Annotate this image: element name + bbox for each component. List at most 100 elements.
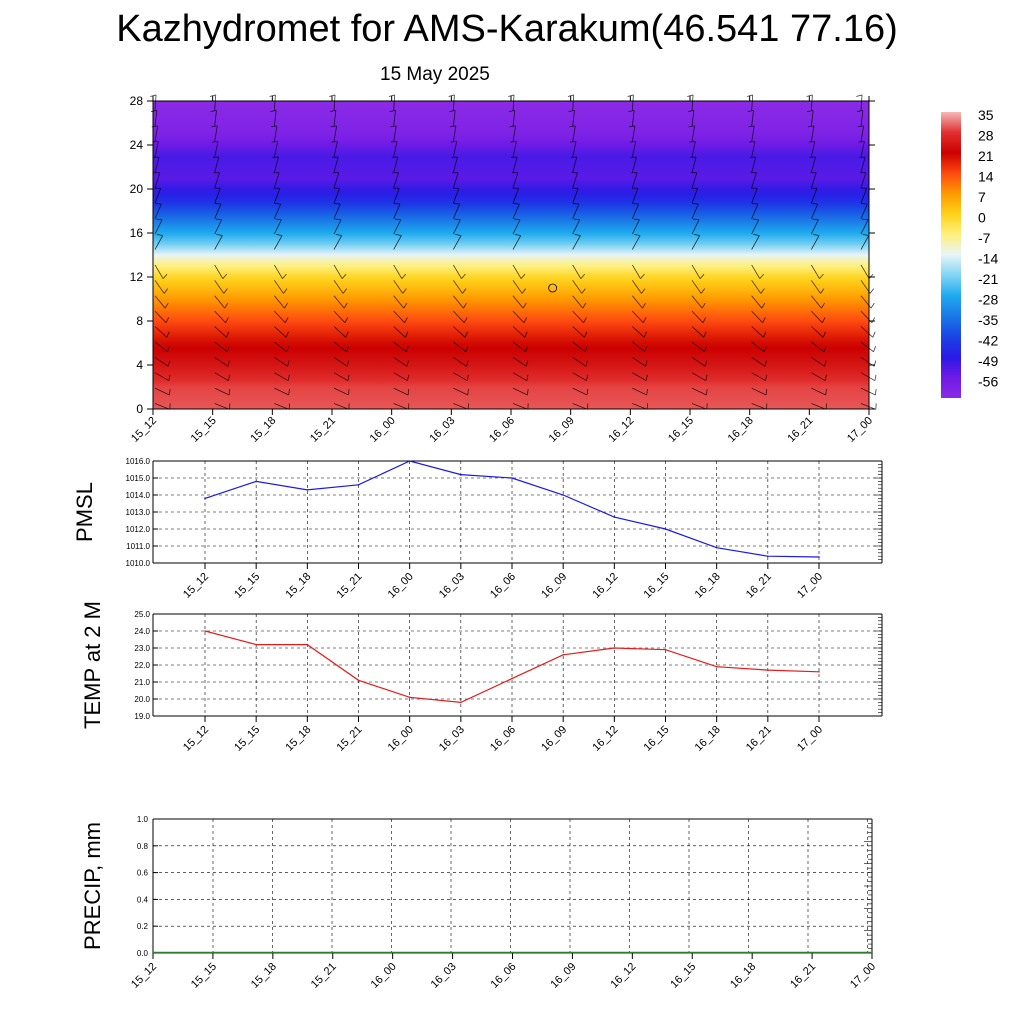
wind-barb-flag [461, 273, 466, 279]
wind-barb [691, 235, 701, 250]
wind-barb [452, 156, 458, 173]
wind-barb [214, 387, 230, 396]
wind-barb-flag [871, 317, 876, 323]
wind-barb-flag [212, 141, 219, 143]
wind-barb [811, 372, 826, 382]
wind-barb-flag [764, 360, 767, 367]
wind-barb-flag [642, 317, 647, 323]
wind-barb-flag [825, 389, 827, 396]
wind-barb-flag [228, 389, 231, 396]
wind-barb [274, 387, 289, 396]
wind-barb-flag [284, 317, 289, 323]
wind-barb-flag [270, 125, 278, 128]
wind-barb [860, 156, 866, 173]
wind-barb [512, 264, 522, 279]
y-tick-label: 0.4 [137, 895, 149, 904]
wind-barb [214, 235, 223, 250]
wind-barb [393, 141, 398, 158]
wind-barb-flag [163, 288, 169, 294]
wind-barb-flag [226, 346, 230, 352]
wind-barb [393, 203, 401, 219]
wind-barb [333, 295, 345, 309]
wind-barb [691, 280, 702, 294]
wind-barb [274, 341, 288, 353]
wind-barb-flag [582, 302, 587, 309]
wind-barb-flag [508, 110, 515, 113]
wind-barb-flag [583, 317, 587, 323]
temp2m-chart: 19.0 20.0 21.0 22.0 23.0 24.0 25.0 15_12 15_15 15… [80, 601, 883, 754]
colorbar-label: -21 [978, 271, 998, 287]
wind-barb-flag [224, 302, 229, 309]
wind-barb [572, 219, 581, 235]
wind-barb [453, 356, 467, 367]
wind-barb [273, 235, 283, 250]
wind-barb [452, 125, 457, 142]
wind-barb-flag [514, 218, 521, 221]
wind-barb-flag [873, 346, 876, 352]
wind-barb [512, 203, 520, 219]
wind-barb-flag [449, 110, 456, 113]
wind-barb [333, 219, 342, 235]
wind-barb [214, 264, 224, 279]
wind-barb-flag [869, 288, 875, 294]
x-tick-label: 16_09 [539, 571, 569, 601]
wind-barb-flag [857, 125, 864, 128]
colorbar-label: 21 [978, 148, 994, 164]
wind-barb [214, 110, 217, 127]
wind-barb-flag [276, 234, 283, 236]
wind-barb [631, 188, 639, 204]
wind-barb-flag [762, 317, 766, 323]
wind-barb [751, 141, 756, 158]
wind-barb-flag [645, 360, 648, 367]
colorbar-label: -14 [978, 251, 998, 267]
wind-barb-flag [222, 273, 228, 279]
wind-barb-flag [388, 94, 395, 97]
wind-barb-flag [167, 360, 171, 367]
wind-barb-flag [700, 288, 706, 294]
wind-barb [452, 141, 458, 158]
x-tick-label: 15_12 [129, 415, 159, 445]
wind-barb-flag [164, 302, 169, 309]
wind-barb [453, 326, 466, 338]
wind-barb-flag [165, 317, 170, 323]
wind-barb [333, 110, 337, 127]
y-tick-label: 0.2 [137, 922, 149, 931]
wind-barb [751, 264, 761, 279]
wind-barb [751, 110, 754, 127]
x-tick-label: 16_15 [642, 724, 672, 754]
wind-barb-flag [526, 374, 529, 381]
wind-barb-flag [166, 331, 170, 338]
x-tick-label: 16_18 [693, 724, 723, 754]
x-tick-label: 17_00 [848, 961, 878, 991]
wind-barb [154, 387, 170, 396]
y-tick-label: 0.6 [137, 869, 149, 878]
wind-barb [751, 125, 755, 142]
wind-barb-flag [808, 141, 815, 143]
wind-barb [572, 156, 578, 173]
wind-barb [154, 280, 165, 294]
wind-barb [214, 280, 225, 294]
wind-barb [811, 280, 821, 294]
wind-barb [810, 156, 816, 173]
wind-barb-flag [763, 346, 767, 352]
wind-barb [631, 125, 636, 142]
wind-barb-flag [640, 273, 645, 279]
wind-barb [631, 264, 641, 279]
wind-barb [751, 172, 757, 189]
wind-barb-flag [872, 331, 876, 338]
wind-barb [333, 235, 343, 250]
wind-barb [214, 203, 222, 219]
x-tick-label: 16_06 [487, 415, 517, 445]
colorbar-label: -28 [978, 292, 998, 308]
wind-barb [214, 341, 228, 353]
y-tick-label: 24.0 [134, 627, 150, 636]
wind-barb-flag [874, 374, 877, 381]
y-tick-label: 1010.0 [126, 559, 151, 568]
wind-barb [860, 94, 863, 111]
wind-barb [274, 310, 286, 324]
wind-barb-flag [705, 374, 708, 381]
wind-barb-flag [335, 218, 342, 221]
wind-barb [572, 326, 585, 338]
wind-barb [691, 356, 706, 367]
x-tick-label: 16_12 [590, 724, 620, 754]
